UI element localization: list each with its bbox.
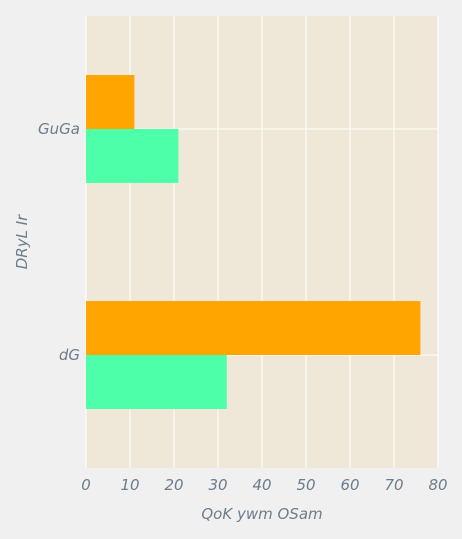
x-tick-label: 70 — [384, 476, 403, 494]
x-tick-label: 0 — [81, 476, 91, 494]
y-tick-label: GuGa — [38, 120, 80, 138]
x-axis-title: QoK ywm OSam — [201, 505, 322, 523]
x-tick-label: 30 — [208, 476, 227, 494]
y-tick-label: dG — [59, 346, 80, 364]
x-tick-label: 60 — [340, 476, 359, 494]
x-tick-label: 10 — [120, 476, 139, 494]
bars — [86, 75, 421, 409]
x-axis-ticks: 0 10 20 30 40 50 60 70 80 — [81, 476, 447, 494]
x-tick-label: 40 — [252, 476, 271, 494]
bar-dG-series-1 — [86, 301, 421, 355]
x-tick-label: 50 — [296, 476, 315, 494]
bar-GuGa-series-1 — [86, 75, 135, 129]
bar-dG-series-2 — [86, 355, 227, 409]
bar-GuGa-series-2 — [86, 129, 179, 183]
y-axis-ticks: GuGa dG — [38, 120, 80, 364]
x-tick-label: 80 — [428, 476, 447, 494]
x-tick-label: 20 — [164, 476, 183, 494]
y-axis-title: DRyL Ir — [13, 214, 31, 269]
